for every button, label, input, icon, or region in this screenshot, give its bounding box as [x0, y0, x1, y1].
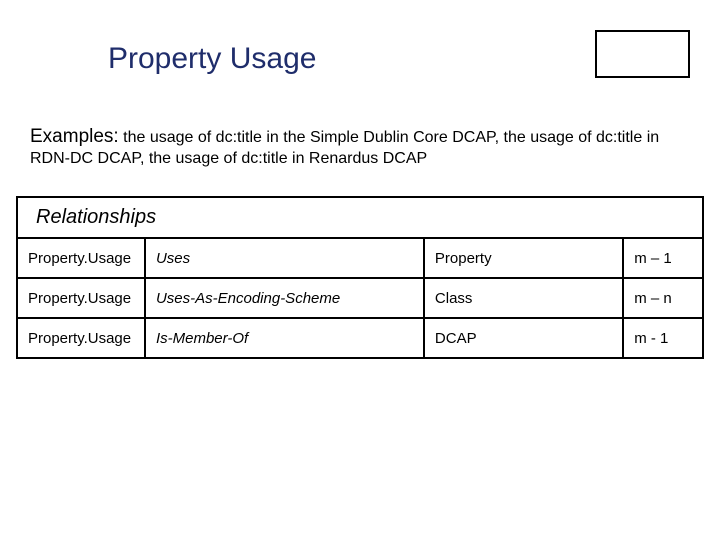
relationships-heading: Relationships — [28, 200, 164, 234]
table-row: Property.Usage Uses-As-Encoding-Scheme C… — [17, 278, 703, 318]
cell-subject: Property.Usage — [17, 278, 145, 318]
cell-object: Property — [424, 238, 623, 278]
cell-cardinality: m – 1 — [623, 238, 703, 278]
cell-subject: Property.Usage — [17, 238, 145, 278]
relationships-section: Relationships Property.Usage Uses Proper… — [16, 196, 704, 359]
examples-text: the usage of dc:title in the Simple Dubl… — [30, 129, 659, 167]
cell-predicate: Uses-As-Encoding-Scheme — [145, 278, 424, 318]
table-row: Property.Usage Is-Member-Of DCAP m - 1 — [17, 318, 703, 358]
examples-label: Examples: — [30, 126, 119, 147]
cell-subject: Property.Usage — [17, 318, 145, 358]
cell-cardinality: m – n — [623, 278, 703, 318]
cell-cardinality: m - 1 — [623, 318, 703, 358]
corner-box — [595, 30, 690, 78]
cell-object: DCAP — [424, 318, 623, 358]
cell-predicate: Uses — [145, 238, 424, 278]
slide-title: Property Usage — [108, 42, 316, 76]
cell-object: Class — [424, 278, 623, 318]
relationships-header-row: Relationships — [17, 197, 703, 238]
cell-predicate: Is-Member-Of — [145, 318, 424, 358]
table-row: Property.Usage Uses Property m – 1 — [17, 238, 703, 278]
relationships-table: Relationships Property.Usage Uses Proper… — [16, 196, 704, 359]
examples-block: Examples: the usage of dc:title in the S… — [30, 125, 690, 169]
